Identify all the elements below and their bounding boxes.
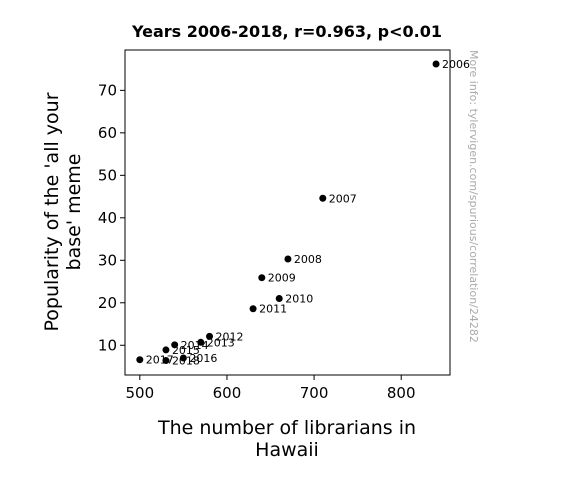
x-axis-label-line-2: Hawaii bbox=[255, 439, 319, 461]
x-tick-label: 700 bbox=[300, 384, 329, 402]
data-point-2016 bbox=[179, 354, 187, 362]
y-tick-label: 20 bbox=[98, 294, 117, 312]
data-point-label-2018: 2018 bbox=[172, 355, 200, 368]
data-point-2008 bbox=[284, 255, 292, 263]
data-point-2007 bbox=[319, 194, 327, 202]
data-point-label-2009: 2009 bbox=[268, 272, 296, 285]
data-point-2015 bbox=[162, 346, 170, 354]
data-point-label-2017: 2017 bbox=[146, 354, 174, 367]
chart-title: Years 2006-2018, r=0.963, p<0.01 bbox=[131, 22, 442, 41]
data-point-2011 bbox=[249, 305, 257, 313]
data-point-2018 bbox=[162, 357, 170, 365]
source-watermark: More info: tylervigen.com/spurious/corre… bbox=[467, 50, 480, 343]
data-point-label-2012: 2012 bbox=[216, 330, 244, 343]
y-tick-label: 30 bbox=[98, 251, 117, 269]
data-point-2010 bbox=[275, 295, 283, 303]
plot-area bbox=[124, 49, 451, 376]
x-tick-label: 600 bbox=[213, 384, 242, 402]
data-point-label-2013: 2013 bbox=[207, 336, 235, 349]
data-point-label-2011: 2011 bbox=[259, 303, 287, 316]
data-point-label-2007: 2007 bbox=[329, 192, 357, 205]
data-point-label-2014: 2014 bbox=[181, 339, 209, 352]
y-tick-label: 10 bbox=[98, 336, 117, 354]
x-tick-label: 500 bbox=[125, 384, 154, 402]
y-axis-ticks: 10 20 30 40 50 60 70 bbox=[98, 81, 125, 354]
data-point-label-2016: 2016 bbox=[189, 352, 217, 365]
data-points bbox=[136, 60, 440, 365]
y-tick-label: 70 bbox=[98, 81, 117, 99]
data-point-2014 bbox=[171, 341, 179, 349]
data-point-2006 bbox=[432, 60, 440, 68]
data-point-2017 bbox=[136, 356, 144, 364]
y-axis-label-line-1: Popularity of the 'all your bbox=[41, 92, 63, 331]
x-axis-label-line-1: The number of librarians in bbox=[157, 417, 416, 439]
x-axis-ticks: 500 600 700 800 bbox=[125, 375, 416, 402]
y-tick-label: 40 bbox=[98, 209, 117, 227]
data-point-2012 bbox=[206, 332, 214, 340]
data-point-2013 bbox=[197, 338, 205, 346]
y-tick-label: 60 bbox=[98, 124, 117, 142]
data-point-label-2006: 2006 bbox=[442, 58, 470, 71]
x-tick-label: 800 bbox=[387, 384, 416, 402]
y-tick-label: 50 bbox=[98, 166, 117, 184]
data-point-2009 bbox=[258, 274, 266, 282]
data-point-label-2008: 2008 bbox=[294, 253, 322, 266]
data-point-label-2010: 2010 bbox=[285, 293, 313, 306]
data-point-label-2015: 2015 bbox=[172, 344, 200, 357]
y-axis-label-line-2: base' meme bbox=[63, 154, 85, 271]
